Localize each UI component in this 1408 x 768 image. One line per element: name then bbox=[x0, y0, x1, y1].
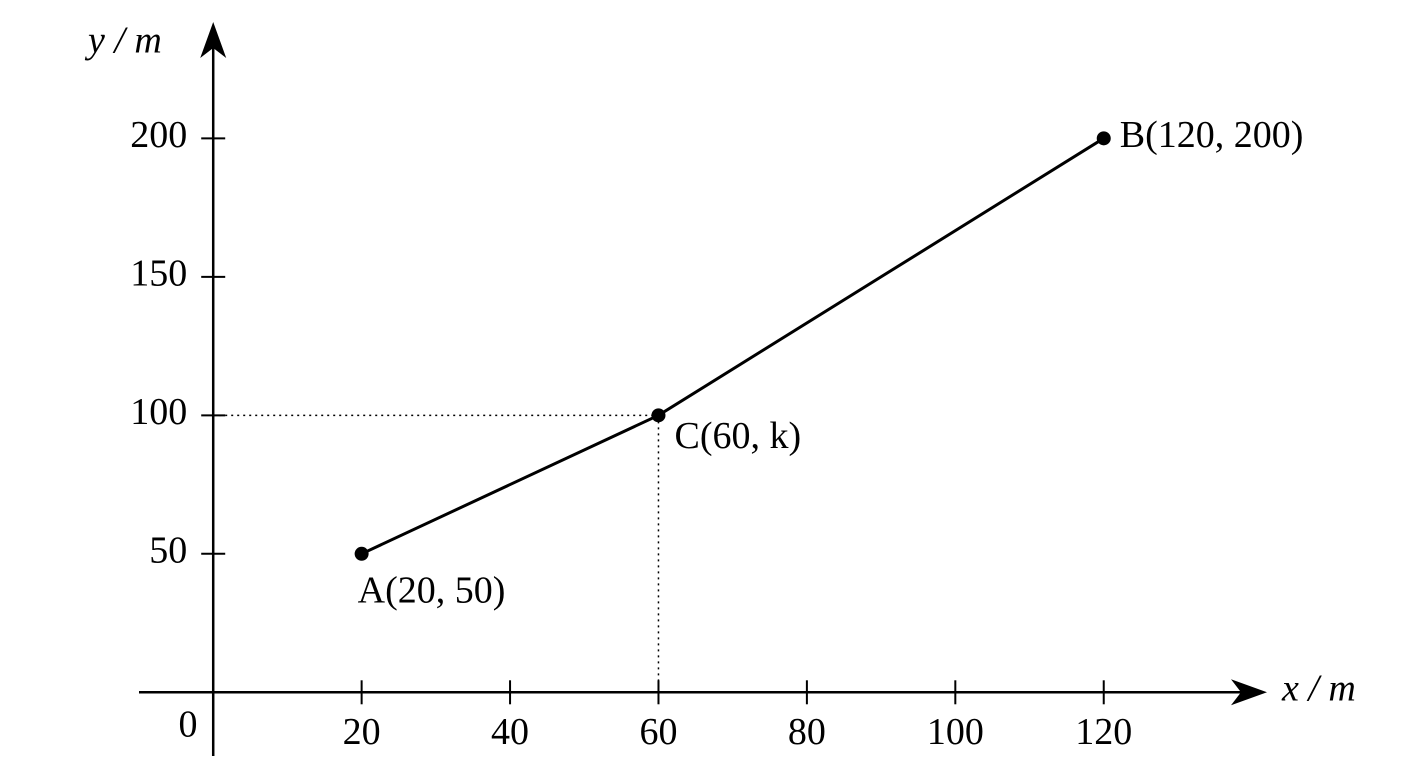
origin-label: 0 bbox=[179, 704, 198, 746]
y-tick-label: 50 bbox=[149, 530, 187, 572]
y-axis-label: y / m bbox=[84, 20, 162, 62]
line bbox=[360, 137, 1105, 556]
y-tick-label: 200 bbox=[130, 114, 187, 156]
x-tick-label: 80 bbox=[788, 711, 826, 753]
x-tick-label: 40 bbox=[491, 711, 529, 753]
y-axis-arrow bbox=[200, 22, 227, 58]
y-tick-label: 100 bbox=[130, 391, 187, 433]
point bbox=[651, 408, 666, 423]
x-tick-label: 60 bbox=[639, 711, 677, 753]
point-label: A(20, 50) bbox=[358, 570, 506, 612]
point-label: B(120, 200) bbox=[1120, 114, 1304, 156]
x-tick-label: 120 bbox=[1075, 711, 1132, 753]
point bbox=[354, 546, 369, 561]
x-axis-label: x / m bbox=[1281, 668, 1356, 710]
x-axis-arrow bbox=[1231, 679, 1267, 706]
x-tick-label: 100 bbox=[927, 711, 984, 753]
point bbox=[1096, 131, 1111, 146]
point-label: C(60, k) bbox=[674, 415, 801, 457]
y-tick-label: 150 bbox=[130, 253, 187, 295]
x-tick-label: 20 bbox=[343, 711, 381, 753]
